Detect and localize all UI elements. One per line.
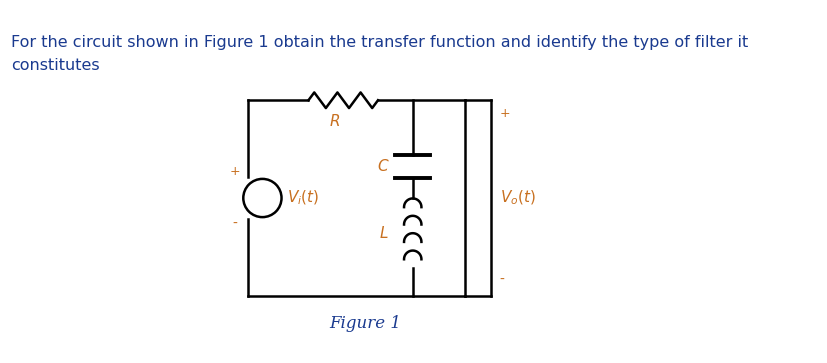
- Text: +: +: [500, 107, 510, 120]
- Text: C: C: [378, 159, 389, 174]
- Text: -: -: [232, 217, 237, 231]
- Text: $V_i(t)$: $V_i(t)$: [287, 189, 319, 207]
- Text: Figure 1: Figure 1: [329, 315, 401, 332]
- Text: $V_o(t)$: $V_o(t)$: [500, 189, 536, 207]
- Text: For the circuit shown in Figure 1 obtain the transfer function and identify the : For the circuit shown in Figure 1 obtain…: [12, 35, 748, 50]
- Text: constitutes: constitutes: [12, 58, 100, 73]
- Text: -: -: [500, 273, 504, 287]
- Text: R: R: [329, 114, 340, 129]
- Text: +: +: [229, 166, 240, 179]
- Text: L: L: [380, 226, 389, 241]
